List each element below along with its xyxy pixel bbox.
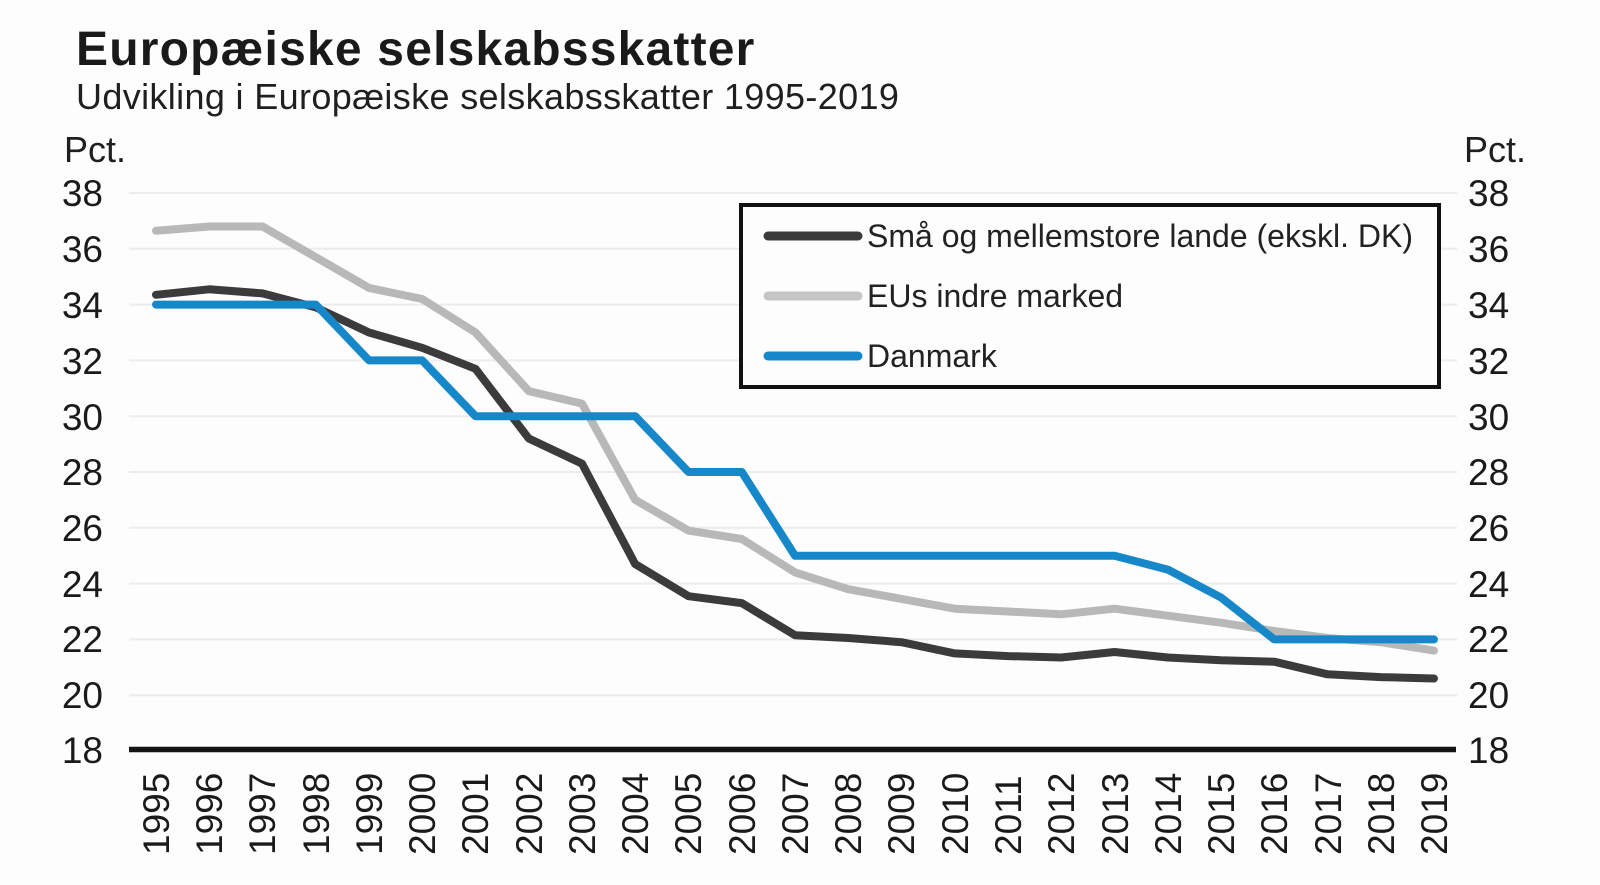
svg-text:2015: 2015 xyxy=(1201,773,1242,855)
svg-text:Små og mellemstore lande (eksk: Små og mellemstore lande (ekskl. DK) xyxy=(867,218,1413,254)
svg-text:20: 20 xyxy=(1468,675,1509,716)
svg-text:38: 38 xyxy=(1468,173,1509,214)
svg-text:24: 24 xyxy=(62,564,103,605)
svg-text:2004: 2004 xyxy=(615,773,656,855)
svg-text:Pct.: Pct. xyxy=(1464,129,1526,170)
svg-text:Pct.: Pct. xyxy=(64,129,126,170)
svg-text:Europæiske selskabsskatter: Europæiske selskabsskatter xyxy=(76,23,756,76)
svg-text:18: 18 xyxy=(62,730,103,771)
svg-text:30: 30 xyxy=(62,397,103,438)
svg-text:1998: 1998 xyxy=(296,773,337,855)
svg-text:2010: 2010 xyxy=(935,773,976,855)
svg-text:34: 34 xyxy=(62,285,103,326)
svg-text:1997: 1997 xyxy=(242,773,283,855)
svg-text:18: 18 xyxy=(1468,730,1509,771)
svg-text:28: 28 xyxy=(62,452,103,493)
svg-text:2011: 2011 xyxy=(988,775,1029,855)
svg-text:2018: 2018 xyxy=(1361,773,1402,855)
svg-text:2008: 2008 xyxy=(828,773,869,855)
svg-text:38: 38 xyxy=(62,173,103,214)
svg-text:2019: 2019 xyxy=(1414,773,1455,855)
svg-text:2006: 2006 xyxy=(722,773,763,855)
svg-text:22: 22 xyxy=(1468,619,1509,660)
svg-text:1995: 1995 xyxy=(136,773,177,855)
svg-text:26: 26 xyxy=(1468,508,1509,549)
svg-text:2017: 2017 xyxy=(1308,773,1349,855)
svg-text:Danmark: Danmark xyxy=(867,338,998,374)
svg-text:30: 30 xyxy=(1468,397,1509,438)
svg-text:EUs indre marked: EUs indre marked xyxy=(867,278,1123,314)
svg-text:32: 32 xyxy=(1468,341,1509,382)
svg-text:2013: 2013 xyxy=(1095,773,1136,855)
svg-text:24: 24 xyxy=(1468,564,1509,605)
svg-text:2009: 2009 xyxy=(881,773,922,855)
svg-text:36: 36 xyxy=(1468,229,1509,270)
svg-text:2016: 2016 xyxy=(1254,773,1295,855)
svg-text:20: 20 xyxy=(62,675,103,716)
svg-text:2003: 2003 xyxy=(562,773,603,855)
svg-text:26: 26 xyxy=(62,508,103,549)
svg-text:22: 22 xyxy=(62,619,103,660)
svg-text:28: 28 xyxy=(1468,452,1509,493)
svg-text:2002: 2002 xyxy=(509,773,550,855)
svg-text:2007: 2007 xyxy=(775,773,816,855)
svg-text:34: 34 xyxy=(1468,285,1509,326)
svg-text:1999: 1999 xyxy=(349,773,390,855)
svg-text:1996: 1996 xyxy=(189,773,230,855)
svg-text:2012: 2012 xyxy=(1041,773,1082,855)
svg-text:2005: 2005 xyxy=(668,773,709,855)
svg-text:2014: 2014 xyxy=(1148,773,1189,855)
svg-text:36: 36 xyxy=(62,229,103,270)
svg-text:Udvikling i Europæiske selskab: Udvikling i Europæiske selskabsskatter 1… xyxy=(76,76,899,117)
svg-text:32: 32 xyxy=(62,341,103,382)
svg-text:2000: 2000 xyxy=(402,773,443,855)
svg-text:2001: 2001 xyxy=(455,773,496,855)
